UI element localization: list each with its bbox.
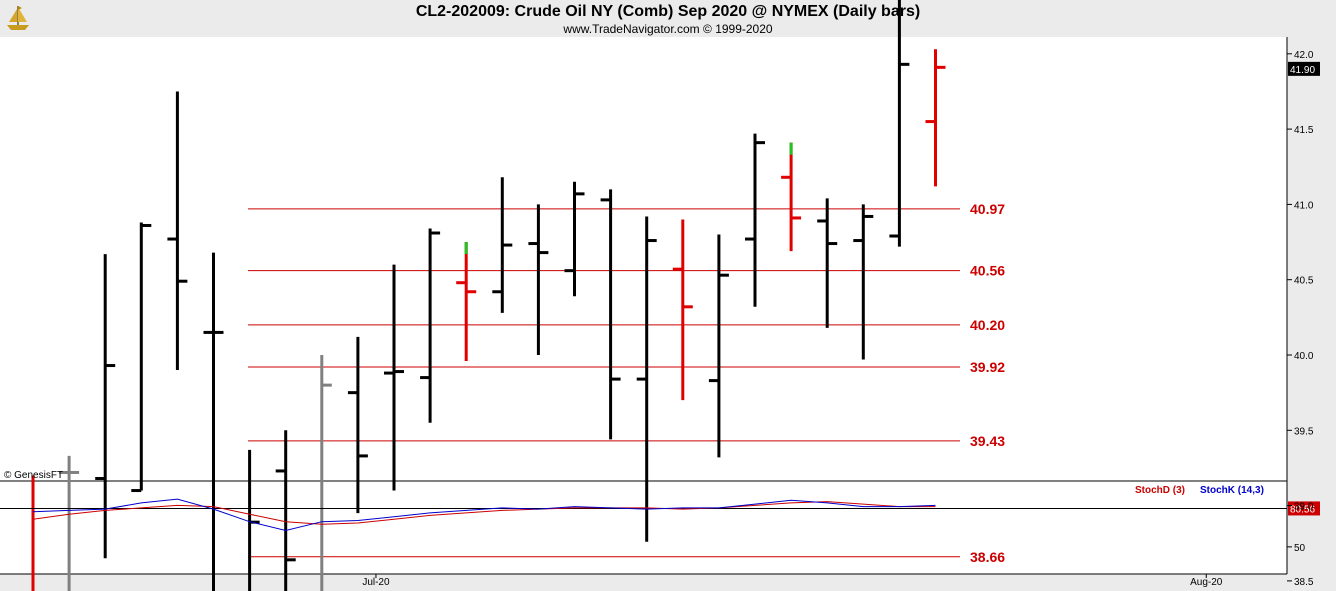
ohlc-bar[interactable]	[528, 204, 549, 355]
support-level-label: 40.20	[970, 317, 1005, 333]
ohlc-bar[interactable]	[636, 216, 657, 542]
date-axis-area	[0, 574, 1336, 591]
sailing-ship-logo-icon	[7, 6, 29, 30]
ohlc-bar[interactable]	[672, 219, 693, 401]
ohlc-bar[interactable]	[925, 49, 946, 187]
ohlc-bar[interactable]	[59, 455, 80, 591]
price-axis-tick-label: 40.0	[1294, 351, 1314, 362]
support-level-label: 40.97	[970, 201, 1005, 217]
price-axis-tick-label: 39.5	[1294, 426, 1314, 437]
support-level-label: 38.66	[970, 549, 1005, 565]
price-axis-tick-label: 41.0	[1294, 200, 1314, 211]
ohlc-bar[interactable]	[600, 189, 621, 440]
price-axis-tick-label: 38.5	[1294, 577, 1314, 588]
price-axis-tick-label: 42.0	[1294, 50, 1314, 61]
stoch-d-line	[32, 501, 936, 525]
support-level-label: 39.92	[970, 359, 1005, 375]
ohlc-bar[interactable]	[817, 198, 838, 328]
price-pane[interactable]	[0, 37, 1287, 481]
support-level-label: 39.43	[970, 433, 1005, 449]
support-level-label: 40.56	[970, 263, 1005, 279]
last-price-tag	[1288, 61, 1320, 76]
stoch-k-line	[32, 498, 936, 532]
ohlc-bar[interactable]	[384, 264, 404, 491]
ohlc-bar[interactable]	[131, 222, 152, 493]
ohlc-bar[interactable]	[853, 204, 874, 360]
ohlc-bar[interactable]	[708, 234, 729, 458]
date-axis-tick-label: Jul-20	[362, 577, 390, 588]
price-axis-tick-label: 40.5	[1294, 276, 1314, 287]
ohlc-bar[interactable]	[564, 181, 585, 297]
ohlc-bar[interactable]	[456, 242, 477, 362]
chart-header: CL2-202009: Crude Oil NY (Comb) Sep 2020…	[0, 0, 1336, 37]
ohlc-bar[interactable]	[420, 228, 441, 423]
price-axis-tick-label: 41.5	[1294, 125, 1314, 136]
stoch-k-label: StochK (14,3)	[1200, 485, 1264, 496]
ohlc-bar[interactable]	[23, 475, 43, 591]
ohlc-bar[interactable]	[95, 254, 116, 559]
watermark: © GenesisFT	[4, 470, 63, 481]
ohlc-bar[interactable]	[167, 91, 188, 371]
ohlc-bar[interactable]	[745, 133, 765, 307]
ohlc-bar[interactable]	[492, 177, 513, 313]
price-axis-tick-label: 39.0	[1294, 502, 1314, 513]
ohlc-bar[interactable]	[889, 0, 910, 247]
chart-subtitle: www.TradeNavigator.com © 1999-2020	[563, 22, 773, 36]
stoch-value-tag-label: 80.56	[1290, 504, 1315, 515]
stoch-d-label: StochD (3)	[1135, 485, 1185, 496]
ohlc-bar[interactable]	[275, 430, 296, 591]
ohlc-bar[interactable]	[781, 142, 802, 252]
stoch-axis-tick-label: 50	[1294, 543, 1306, 554]
date-axis-tick-label: Aug-20	[1190, 577, 1223, 588]
ohlc-bar[interactable]	[203, 252, 224, 591]
chart-title: CL2-202009: Crude Oil NY (Comb) Sep 2020…	[415, 3, 921, 20]
stoch-value-tag	[1288, 501, 1320, 516]
ohlc-bar[interactable]	[347, 336, 368, 514]
stochastic-pane[interactable]	[0, 481, 1287, 574]
last-price-tag-label: 41.90	[1290, 65, 1315, 76]
ohlc-bar[interactable]	[312, 355, 332, 591]
